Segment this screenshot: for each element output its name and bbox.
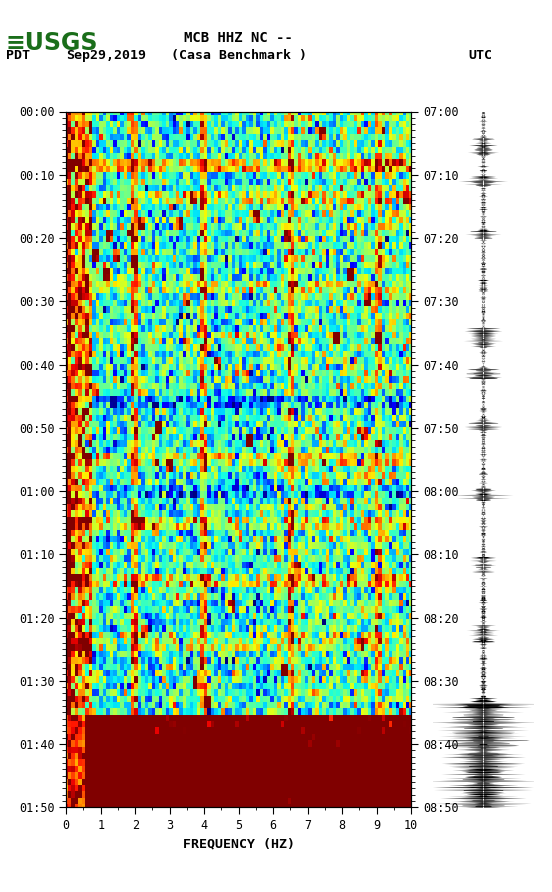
Text: MCB HHZ NC --: MCB HHZ NC -- — [184, 31, 293, 45]
Text: Sep29,2019: Sep29,2019 — [66, 49, 146, 62]
Text: (Casa Benchmark ): (Casa Benchmark ) — [171, 49, 307, 62]
Text: UTC: UTC — [468, 49, 492, 62]
Text: PDT: PDT — [6, 49, 29, 62]
Text: ≡USGS: ≡USGS — [6, 31, 98, 55]
X-axis label: FREQUENCY (HZ): FREQUENCY (HZ) — [183, 838, 295, 851]
